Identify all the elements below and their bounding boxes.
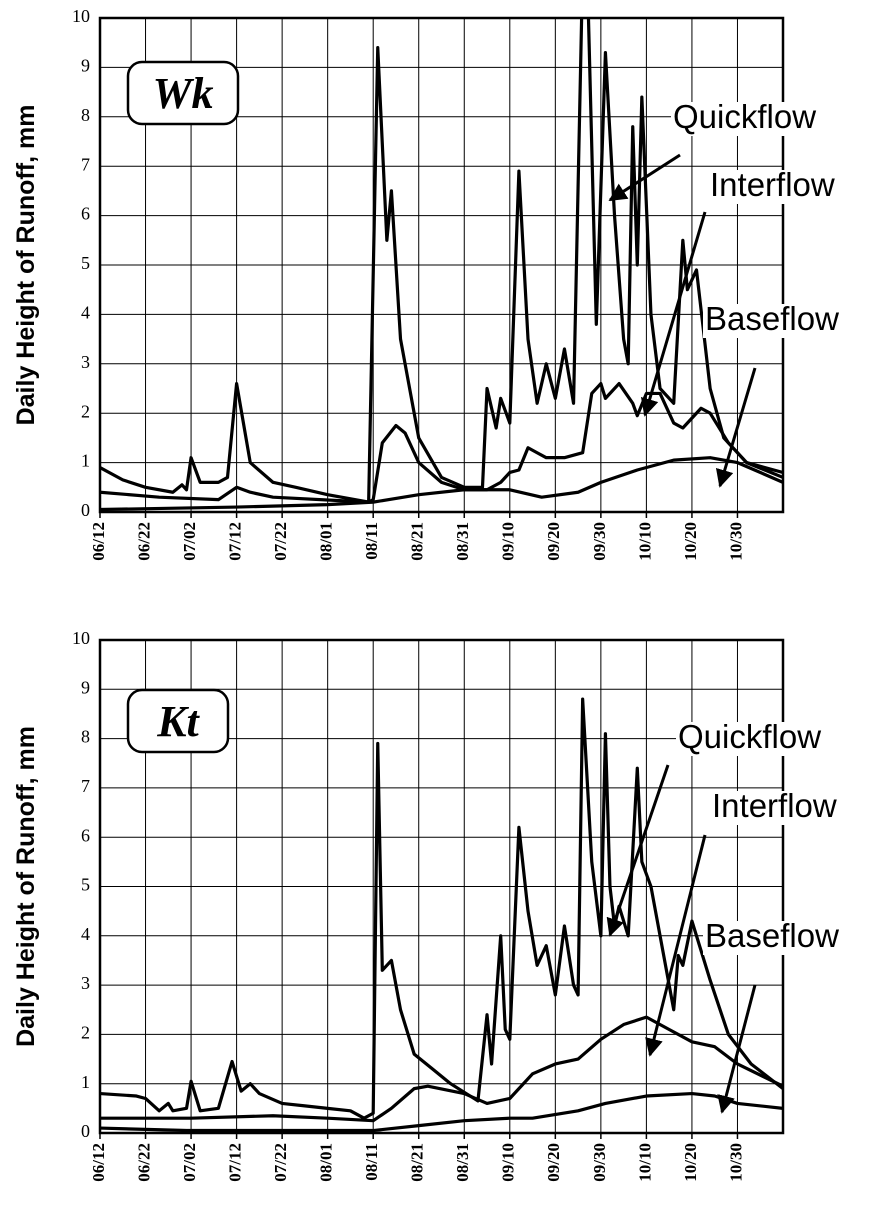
y-tick-label: 10 [72, 628, 90, 648]
annotation-bg [671, 102, 851, 136]
x-tick-label: 10/20 [681, 522, 700, 561]
x-tick-label: 08/11 [362, 522, 381, 560]
y-axis-label: Daily Height of Runoff, mm [12, 726, 40, 1047]
annotation-arrow [608, 153, 681, 202]
annotation: Quickflow [678, 718, 821, 755]
y-tick-label: 5 [81, 875, 90, 895]
annotation-arrow [717, 984, 757, 1114]
x-tick-label: 06/22 [134, 1143, 153, 1182]
plot-frame [98, 638, 785, 1135]
annotation: Baseflow [705, 300, 839, 337]
annotation-bg [703, 921, 878, 955]
y-tick-label: 1 [81, 1072, 90, 1092]
x-tick-label: 09/20 [544, 522, 563, 561]
y-tick-label: 6 [81, 204, 90, 224]
annotation-bg [703, 304, 878, 338]
x-tick-label: 07/12 [226, 522, 245, 561]
annotation-arrow [640, 211, 707, 417]
y-tick-label: 3 [81, 352, 90, 372]
series-group [100, 18, 783, 512]
x-tick-label: 08/21 [408, 522, 427, 561]
x-tick-label: 09/10 [499, 1143, 518, 1182]
annotation-bg [708, 170, 878, 204]
y-tick-label: 10 [72, 6, 90, 26]
x-tick-label: 10/10 [635, 522, 654, 561]
y-tick-label: 8 [81, 727, 90, 747]
x-tick-label: 06/12 [89, 1143, 108, 1182]
x-tick-label: 09/30 [590, 1143, 609, 1182]
x-tick-label: 08/31 [453, 522, 472, 561]
y-tick-label: 4 [81, 303, 90, 323]
line-interflow [100, 381, 783, 504]
x-tick-label: 09/30 [590, 522, 609, 561]
annotation-bg [676, 722, 856, 756]
x-tick-label: 08/01 [317, 1143, 336, 1182]
y-tick-label: 9 [81, 677, 90, 697]
line-interflow [100, 1015, 783, 1123]
y-tick-label: 7 [81, 154, 90, 174]
y-tick-label: 7 [81, 776, 90, 796]
y-tick-label: 8 [81, 105, 90, 125]
line-baseflow [100, 456, 783, 512]
y-tick-label: 0 [81, 500, 90, 520]
x-tick-label: 08/21 [408, 1143, 427, 1182]
x-tick-label: 10/10 [635, 1143, 654, 1182]
y-tick-label: 2 [81, 401, 90, 421]
panel-label: Wk [152, 69, 213, 118]
x-tick-label: 10/30 [726, 522, 745, 561]
x-tick-label: 07/22 [271, 522, 290, 561]
panel: 0 1 2 3 4 5 6 7 8 9 10 06/12 06/22 07/02 07/12 07/22 08/… [12, 628, 878, 1182]
y-tick-label: 6 [81, 825, 90, 845]
y-tick-label: 5 [81, 253, 90, 273]
series-group [100, 697, 783, 1133]
x-tick-label: 06/22 [134, 522, 153, 561]
x-tick-label: 08/11 [362, 1143, 381, 1181]
annotation-bg [710, 791, 878, 825]
x-tick-label: 08/31 [453, 1143, 472, 1182]
panel-label-box [126, 60, 240, 126]
y-tick-label: 1 [81, 451, 90, 471]
annotation-arrow [715, 367, 757, 488]
x-tick-label: 06/12 [89, 522, 108, 561]
annotation-arrow [606, 764, 670, 937]
annotation: Interflow [712, 787, 837, 824]
y-tick-label: 2 [81, 1023, 90, 1043]
x-tick-label: 07/12 [226, 1143, 245, 1182]
y-tick-label: 0 [81, 1121, 90, 1141]
x-tick-label: 07/02 [180, 1143, 199, 1182]
annotation-arrow [645, 834, 707, 1057]
x-tick-label: 10/20 [681, 1143, 700, 1182]
annotation: Baseflow [705, 917, 839, 954]
panel-label: Kt [156, 697, 200, 746]
x-tick-label: 08/01 [317, 522, 336, 561]
y-tick-label: 4 [81, 924, 90, 944]
x-tick-label: 09/20 [544, 1143, 563, 1182]
y-axis-label: Daily Height of Runoff, mm [12, 105, 40, 426]
y-tick-label: 9 [81, 56, 90, 76]
panel: 0 1 2 3 4 5 6 7 8 9 10 06/12 06/22 07/02 07/12 07/22 08/… [12, 6, 878, 561]
annotation: Quickflow [673, 98, 816, 135]
plot-frame [98, 16, 785, 514]
x-tick-label: 09/10 [499, 522, 518, 561]
y-tick-label: 3 [81, 973, 90, 993]
annotation: Interflow [710, 166, 835, 203]
x-tick-label: 07/02 [180, 522, 199, 561]
x-tick-label: 07/22 [271, 1143, 290, 1182]
panel-label-box [126, 688, 230, 754]
x-tick-label: 10/30 [726, 1143, 745, 1182]
line-quickflow [100, 18, 783, 504]
line-baseflow [100, 1091, 783, 1133]
line-quickflow [100, 697, 783, 1120]
